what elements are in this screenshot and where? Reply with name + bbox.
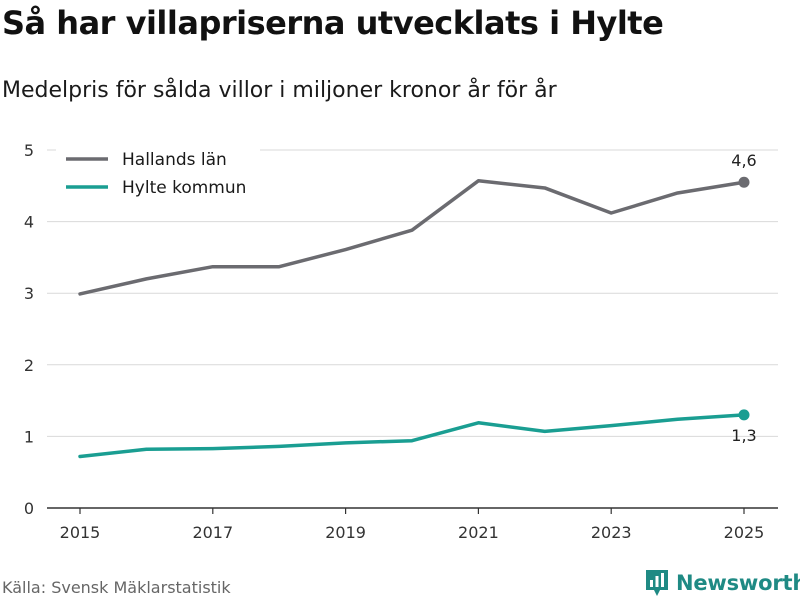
y-tick-label-5: 5 bbox=[24, 141, 34, 160]
end-point-hylte bbox=[738, 409, 750, 421]
newsworthy-logo-icon bbox=[646, 570, 668, 596]
legend-label-hylte: Hylte kommun bbox=[122, 178, 246, 198]
legend: Hallands län Hylte kommun bbox=[56, 143, 260, 203]
x-tick-label-2021: 2021 bbox=[458, 523, 499, 542]
x-tick-label-2023: 2023 bbox=[591, 523, 632, 542]
brand-logo: Newsworthy bbox=[644, 568, 800, 598]
y-tick-label-0: 0 bbox=[24, 499, 34, 518]
x-tick-label-2019: 2019 bbox=[325, 523, 366, 542]
series-line-hylte bbox=[78, 413, 746, 459]
x-tick-label-2015: 2015 bbox=[60, 523, 101, 542]
line-chart: 0 1 2 3 4 5 2015 2017 2019 2021 2023 2025 4,6 1,3 Ha… bbox=[24, 141, 778, 542]
x-tick-label-2017: 2017 bbox=[192, 523, 233, 542]
y-tick-label-2: 2 bbox=[24, 356, 34, 375]
y-tick-label-1: 1 bbox=[24, 427, 34, 446]
end-label-hylte: 1,3 bbox=[731, 426, 756, 445]
brand-name: Newsworthy bbox=[676, 571, 800, 595]
legend-label-hallands: Hallands län bbox=[122, 150, 227, 170]
chart-subtitle: Medelpris för sålda villor i miljoner kr… bbox=[2, 78, 557, 103]
y-tick-label-4: 4 bbox=[24, 213, 34, 232]
series-line-hallands bbox=[78, 179, 746, 296]
series: 4,6 1,3 bbox=[78, 151, 757, 459]
legend-box bbox=[56, 143, 260, 203]
chart-title: Så har villapriserna utvecklats i Hylte bbox=[2, 4, 664, 42]
x-tick-label-2025: 2025 bbox=[724, 523, 765, 542]
end-label-hallands: 4,6 bbox=[731, 151, 756, 170]
axes: 0 1 2 3 4 5 2015 2017 2019 2021 2023 2025 bbox=[24, 141, 778, 542]
y-tick-label-3: 3 bbox=[24, 284, 34, 303]
end-point-hallands bbox=[738, 176, 750, 188]
source-note: Källa: Svensk Mäklarstatistik bbox=[2, 578, 231, 597]
